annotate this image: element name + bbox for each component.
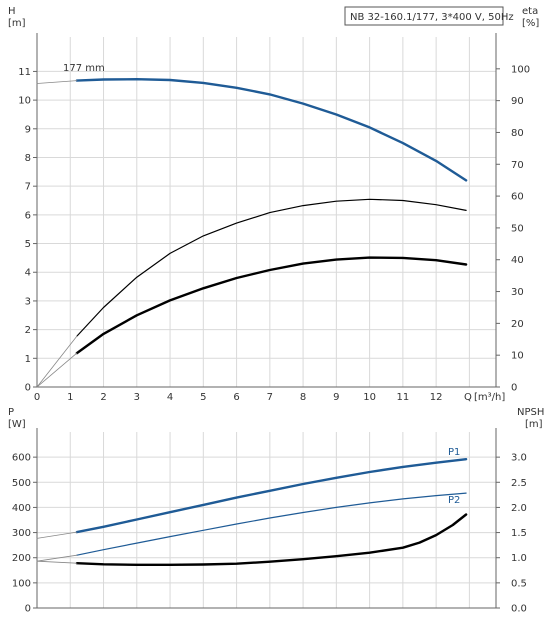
y-left-tick-label: 6 (25, 210, 31, 221)
top-axes (36, 33, 497, 388)
top-grid (36, 37, 496, 388)
curve-extrapolated (36, 335, 78, 388)
x-axis-name: Q (464, 392, 472, 403)
x-tick-label: 12 (430, 392, 443, 403)
curve-label-177mm: 177 mm (63, 63, 105, 74)
curve-extrapolated (36, 560, 78, 564)
y-right-tick-label: 2.0 (511, 503, 527, 514)
bottom-y-right-name: NPSH (517, 407, 544, 418)
label-p2: P2 (448, 495, 460, 506)
curve-extrapolated (36, 80, 78, 84)
curve-thick (75, 256, 468, 355)
curve-extrapolated (36, 554, 78, 562)
y-right-tick-label: 0 (511, 383, 517, 394)
y-left-tick-label: 100 (12, 578, 31, 589)
bottom-y-left-unit: [W] (8, 419, 26, 430)
curve-extrapolated (36, 531, 78, 539)
y-right-tick-label: 1.5 (511, 528, 527, 539)
y-left-tick-label: 5 (25, 239, 31, 250)
y-right-tick-label: 3.0 (511, 453, 527, 464)
x-tick-label: 10 (363, 392, 376, 403)
y-right-tick-label: 30 (511, 287, 524, 298)
y-right-tick-label: 60 (511, 192, 524, 203)
bottom-grid (36, 432, 496, 609)
bottom-y-left-name: P (8, 407, 14, 418)
y-left-tick-label: 0 (25, 383, 31, 394)
chart-title: NB 32-160.1/177, 3*400 V, 50Hz (350, 12, 514, 23)
y-right-tick-label: 40 (511, 255, 524, 266)
y-left-tick-label: 9 (25, 124, 31, 135)
y-left-tick-label: 11 (18, 67, 31, 78)
y-left-tick-label: 300 (12, 528, 31, 539)
x-tick-label: 0 (34, 392, 40, 403)
curve-177-mm (75, 77, 468, 182)
x-tick-label: 5 (200, 392, 206, 403)
x-tick-label: 11 (397, 392, 410, 403)
x-tick-label: 8 (300, 392, 306, 403)
curve-p1 (75, 458, 468, 534)
y-left-tick-label: 8 (25, 153, 31, 164)
y-right-tick-label: 100 (511, 64, 530, 75)
y-right-tick-label: 70 (511, 160, 524, 171)
y-left-tick-label: 200 (12, 553, 31, 564)
x-tick-label: 7 (267, 392, 273, 403)
top-y-right-name: eta (522, 6, 538, 17)
y-left-tick-label: 500 (12, 478, 31, 489)
x-tick-label: 2 (100, 392, 106, 403)
y-right-tick-label: 80 (511, 128, 524, 139)
x-tick-label: 3 (134, 392, 140, 403)
y-left-tick-label: 400 (12, 503, 31, 514)
y-right-tick-label: 0.5 (511, 578, 527, 589)
y-right-tick-label: 50 (511, 223, 524, 234)
bottom-curves (36, 458, 468, 566)
curve-thick (75, 513, 468, 566)
y-right-tick-label: 0.0 (511, 604, 527, 615)
top-y-left-unit: [m] (8, 18, 26, 29)
y-left-tick-label: 3 (25, 296, 31, 307)
bottom-ticks: 0 100 200 300 400 500 600 0.0 0.5 1.0 1.5 2.0 2.5 3.0 (12, 453, 527, 615)
top-y-left-name: H (8, 6, 16, 17)
y-right-tick-label: 20 (511, 319, 524, 330)
y-left-tick-label: 4 (25, 268, 31, 279)
bottom-panel: 0 100 200 300 400 500 600 0.0 0.5 1.0 1.5 2.0 2.5 3.0… (8, 407, 544, 615)
top-curves (36, 77, 468, 388)
y-left-tick-label: 7 (25, 182, 31, 193)
y-left-tick-label: 10 (18, 96, 31, 107)
top-y-right-unit: [%] (522, 18, 539, 29)
x-tick-label: 9 (333, 392, 339, 403)
y-right-tick-label: 1.0 (511, 553, 527, 564)
label-p1: P1 (448, 447, 460, 458)
y-left-tick-label: 600 (12, 453, 31, 464)
y-left-tick-label: 1 (25, 354, 31, 365)
title-box (344, 6, 504, 26)
curve-p2 (76, 492, 467, 556)
x-axis-unit: [m³/h] (474, 392, 505, 403)
y-right-tick-label: 2.5 (511, 478, 527, 489)
y-right-tick-label: 10 (511, 351, 524, 362)
bottom-y-right-unit: [m] (525, 419, 543, 430)
y-left-tick-label: 0 (25, 604, 31, 615)
y-right-tick-label: 90 (511, 96, 524, 107)
curve-extrapolated (36, 352, 78, 388)
curve-thin (76, 198, 467, 337)
x-tick-label: 6 (233, 392, 239, 403)
bottom-axes (36, 428, 497, 609)
x-tick-label: 4 (167, 392, 173, 403)
x-tick-label: 1 (67, 392, 73, 403)
y-left-tick-label: 2 (25, 325, 31, 336)
